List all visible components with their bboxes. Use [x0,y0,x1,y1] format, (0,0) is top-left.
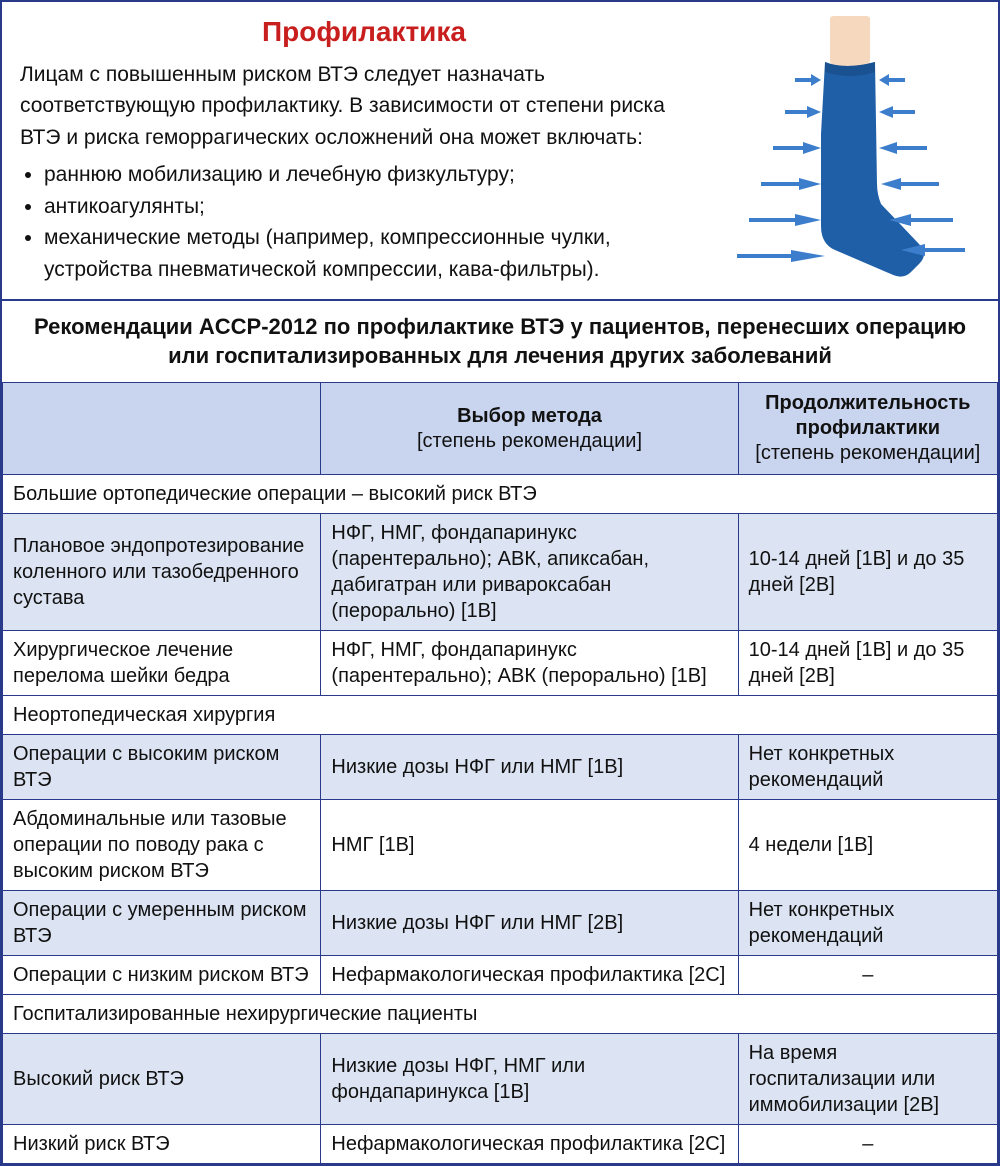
cell-condition: Операции с низким риском ВТЭ [3,956,321,995]
compression-stocking-diagram [720,12,980,285]
cell-condition: Операции с высоким риском ВТЭ [3,735,321,800]
intro-paragraph: Лицам с повышенным риском ВТЭ следует на… [20,59,708,154]
section-title: Профилактика [20,12,708,53]
cell-condition: Высокий риск ВТЭ [3,1034,321,1125]
cell-condition: Абдоминальные или тазовые операции по по… [3,800,321,891]
bullet-item: раннюю мобилизацию и лечебную физкультур… [44,159,708,191]
table-row: Операции с низким риском ВТЭНефармаколог… [3,956,998,995]
cell-duration: – [738,1125,997,1164]
section-cell: Большие ортопедические операции – высоки… [3,475,998,514]
recommendations-table: Выбор метода [степень рекомендации] Прод… [2,382,998,1164]
table-row: Хирургическое лечение перелома шейки бед… [3,631,998,696]
bullet-item: механические методы (например, компресси… [44,222,708,285]
cell-duration: На время госпитализации или иммобилизаци… [738,1034,997,1125]
bullet-item: антикоагулянты; [44,191,708,223]
cell-duration: 10-14 дней [1B] и до 35 дней [2B] [738,631,997,696]
cell-condition: Хирургическое лечение перелома шейки бед… [3,631,321,696]
leg-icon [725,14,975,284]
cell-condition: Плановое эндопротезирование коленного ил… [3,514,321,631]
cell-condition: Низкий риск ВТЭ [3,1125,321,1164]
document-frame: Профилактика Лицам с повышенным риском В… [0,0,1000,1166]
col-header-sub: [степень рекомендации] [327,429,731,454]
table-row: Операции с умеренным риском ВТЭНизкие до… [3,891,998,956]
cell-condition: Операции с умеренным риском ВТЭ [3,891,321,956]
table-row: Неортопедическая хирургия [3,696,998,735]
cell-method: Низкие дозы НФГ или НМГ [1B] [321,735,738,800]
cell-duration: Нет конкретных рекомендаций [738,891,997,956]
cell-method: Низкие дозы НФГ или НМГ [2B] [321,891,738,956]
top-text-block: Профилактика Лицам с повышенным риском В… [20,12,708,285]
cell-method: Нефармакологическая профилактика [2C] [321,1125,738,1164]
table-row: Высокий риск ВТЭНизкие дозы НФГ, НМГ или… [3,1034,998,1125]
section-cell: Госпитализированные нехирургические паци… [3,995,998,1034]
table-body: Большие ортопедические операции – высоки… [3,475,998,1164]
cell-method: Низкие дозы НФГ, НМГ или фондапаринукса … [321,1034,738,1125]
top-section: Профилактика Лицам с повышенным риском В… [2,2,998,299]
col-header-sub: [степень рекомендации] [745,441,991,466]
table-row: Операции с высоким риском ВТЭНизкие дозы… [3,735,998,800]
col-header-main: Выбор метода [457,405,602,427]
cell-method: НФГ, НМГ, фондапаринукс (парентерально);… [321,514,738,631]
table-header-row: Выбор метода [степень рекомендации] Прод… [3,383,998,475]
col-header-duration: Продолжительность профилактики [степень … [738,383,997,475]
table-row: Плановое эндопротезирование коленного ил… [3,514,998,631]
cell-method: НФГ, НМГ, фондапаринукс (парентерально);… [321,631,738,696]
table-row: Абдоминальные или тазовые операции по по… [3,800,998,891]
table-title: Рекомендации ACCP-2012 по профилактике В… [2,299,998,382]
cell-duration: – [738,956,997,995]
cell-duration: 4 недели [1B] [738,800,997,891]
table-row: Большие ортопедические операции – высоки… [3,475,998,514]
cell-duration: 10-14 дней [1B] и до 35 дней [2B] [738,514,997,631]
col-header-empty [3,383,321,475]
col-header-method: Выбор метода [степень рекомендации] [321,383,738,475]
table-row: Госпитализированные нехирургические паци… [3,995,998,1034]
cell-duration: Нет конкретных рекомендаций [738,735,997,800]
col-header-main: Продолжительность профилактики [765,392,970,439]
cell-method: Нефармакологическая профилактика [2C] [321,956,738,995]
table-row: Низкий риск ВТЭНефармакологическая профи… [3,1125,998,1164]
section-cell: Неортопедическая хирургия [3,696,998,735]
bullet-list: раннюю мобилизацию и лечебную физкультур… [20,159,708,285]
cell-method: НМГ [1B] [321,800,738,891]
